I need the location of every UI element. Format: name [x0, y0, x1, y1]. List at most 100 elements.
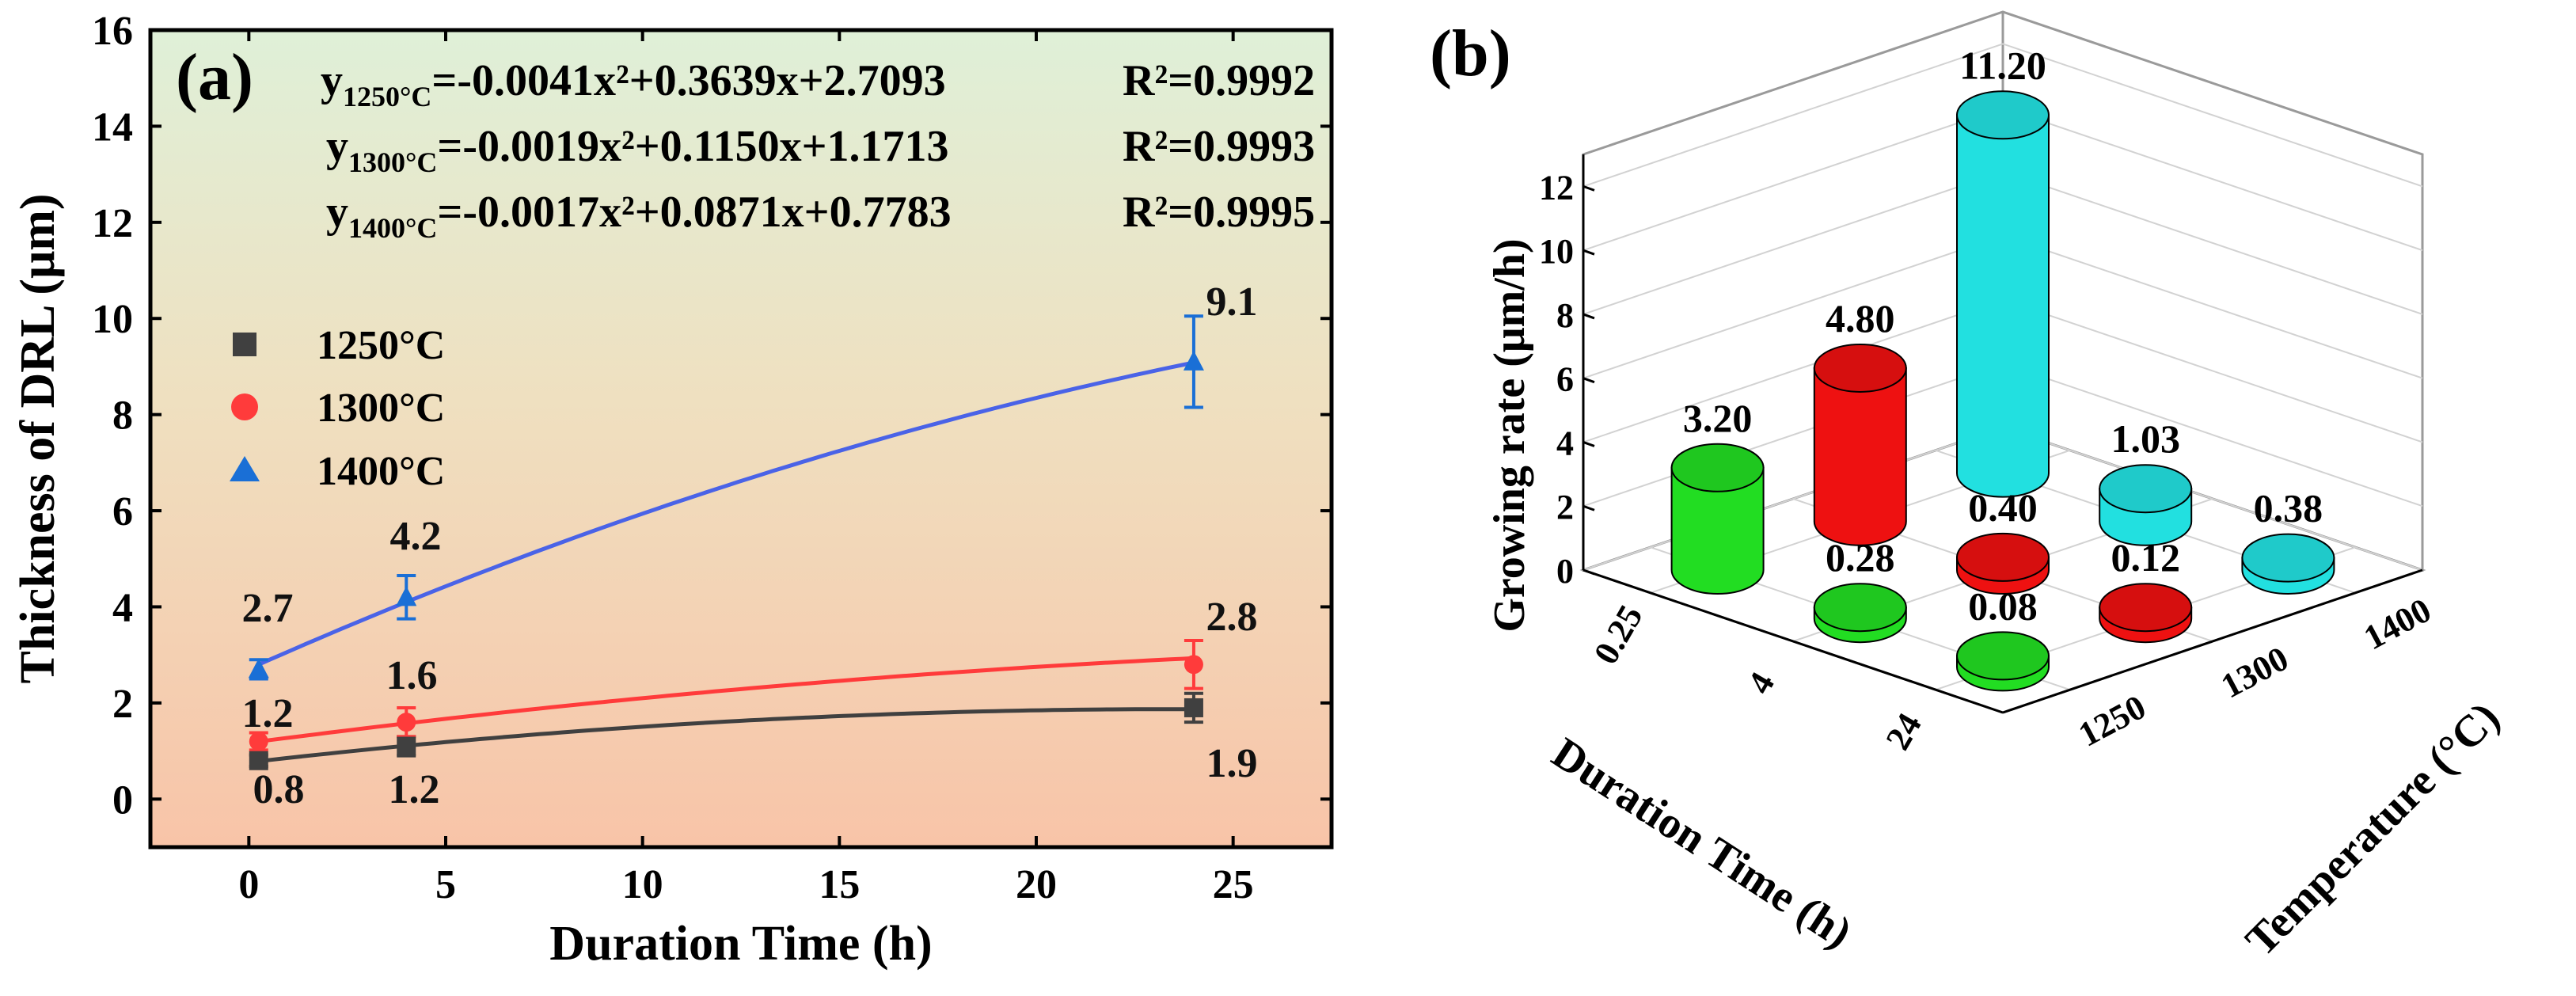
panel-b-duration-axis-line [1582, 568, 2004, 714]
panel-a-label: (a) [176, 40, 253, 114]
panel-b-z-tick-2 [1582, 504, 1595, 511]
data-point-1300°C-24 [1184, 655, 1203, 675]
panel-b-temperature-axis-title: Temperature (°C) [2236, 693, 2510, 966]
bar-label-4h-1250C: 0.28 [1826, 535, 1895, 580]
equation-1400-r2: R²=0.9995 [1123, 188, 1315, 237]
panel-b-z-tick-label-4: 4 [1556, 424, 1574, 462]
equation-1250-r2: R²=0.9992 [1123, 56, 1315, 105]
legend-label-1300: 1300°C [317, 386, 445, 431]
panel-b-z-tick-4 [1582, 441, 1595, 447]
panel-a-x-tick-label-10: 10 [622, 862, 663, 907]
data-label-1300-4: 1.6 [386, 653, 438, 698]
bar-label-0.25h-1300C: 4.80 [1826, 296, 1895, 340]
data-label-1400-0.25: 2.7 [242, 586, 294, 631]
legend-marker-1300 [231, 393, 258, 420]
panel-a-line-chart: 0 5 10 15 20 25 0 2 4 6 8 10 12 14 16 (a) y1250°C=-0.0… [11, 9, 1334, 971]
cylinder-0.25h-1250C [1670, 443, 1765, 595]
equation-1400-subscript: 1400°C [348, 212, 437, 244]
legend-marker-1250 [233, 333, 256, 356]
legend-marker-1400 [230, 456, 260, 481]
fit-curve-1400°C [257, 360, 1195, 667]
panel-a-y-tick-label-0: 0 [112, 777, 133, 823]
equation-1300-subscript: 1300°C [348, 146, 437, 178]
panel-b-temperature-tick-1300: 1300 [2215, 639, 2295, 706]
equation-1250-subscript: 1250°C [343, 81, 431, 112]
cylinder-4h-1300C [1956, 532, 2050, 595]
equation-1250-body: =-0.0041x²+0.3639x+2.7093 [431, 56, 945, 105]
cylinder-4h-1400C [2099, 464, 2193, 546]
data-point-1250°C-0.25 [249, 751, 268, 770]
equation-1300-body: =-0.0019x²+0.1150x+1.1713 [437, 122, 948, 171]
panel-b-gridline-12 [1582, 43, 2423, 188]
panel-b-label: (b) [1430, 17, 1511, 90]
bar-label-0.25h-1250C: 3.20 [1683, 396, 1753, 440]
equation-1250: y1250°C=-0.0041x²+0.3639x+2.7093 [321, 56, 946, 112]
cylinder-0.25h-1300C [1813, 343, 1907, 546]
panel-b-z-tick-12 [1582, 184, 1595, 192]
panel-b-z-tick-10 [1582, 249, 1595, 256]
data-point-1400°C-24 [1183, 350, 1204, 371]
panel-b-temperature-tick-1400: 1400 [2358, 591, 2437, 658]
panel-a-y-tick-label-4: 4 [112, 585, 133, 630]
bar-label-24h-1300C: 0.12 [2111, 535, 2180, 580]
panel-a-y-tick-label-2: 2 [112, 682, 133, 727]
panel-b-duration-tick-0.25: 0.25 [1586, 599, 1651, 671]
data-label-1250-0.25: 0.8 [253, 767, 305, 812]
bar-label-4h-1300C: 0.40 [1968, 485, 2038, 530]
bar-label-0.25h-1400C: 11.20 [1959, 43, 2046, 87]
panel-a-y-tick-label-14: 14 [92, 105, 133, 150]
panel-a-x-tick-label-20: 20 [1016, 862, 1057, 907]
panel-b-duration-tick-24: 24 [1878, 707, 1928, 757]
panel-b-temperature-tick-1250: 1250 [2073, 687, 2152, 755]
data-label-1300-0.25: 1.2 [242, 691, 294, 736]
bar-label-24h-1400C: 0.38 [2254, 486, 2323, 530]
legend-label-1400: 1400°C [317, 449, 445, 494]
panel-b-z-tick-label-0: 0 [1556, 552, 1574, 591]
panel-a-legend: 1250°C 1300°C 1400°C [230, 323, 445, 494]
data-point-1300°C-0.25 [249, 732, 268, 751]
panel-b-z-axis-title: Growing rate (μm/h) [1485, 238, 1534, 632]
panel-a-x-tick-label-25: 25 [1213, 862, 1254, 907]
equation-1300-r2: R²=0.9993 [1123, 122, 1315, 171]
panel-b-z-tick-label-2: 2 [1556, 488, 1574, 527]
data-point-1400°C-4 [396, 586, 417, 606]
panel-b-z-tick-6 [1582, 377, 1595, 384]
cylinder-4h-1250C [1813, 583, 1907, 644]
panel-a-y-tick-label-16: 16 [92, 9, 133, 54]
panel-a-y-axis-title: Thickness of DRL (μm) [11, 193, 65, 683]
legend-label-1250: 1250°C [317, 323, 445, 368]
data-point-1250°C-4 [397, 736, 416, 756]
panel-b-z-tick-label-6: 6 [1556, 360, 1574, 399]
panel-b-z-tick-0 [1582, 568, 1595, 576]
data-point-1300°C-4 [397, 713, 416, 732]
panel-a-y-tick-label-6: 6 [112, 489, 133, 534]
bar-label-24h-1250C: 0.08 [1968, 584, 2038, 628]
panel-b-duration-axis-title: Duration Time (h) [1544, 728, 1860, 958]
data-label-1300-24: 2.8 [1206, 595, 1258, 640]
panel-b-duration-tick-4: 4 [1740, 666, 1782, 701]
equation-1300: y1300°C=-0.0019x²+0.1150x+1.1713 [326, 122, 948, 178]
panel-b-z-tick-label-8: 8 [1556, 296, 1574, 335]
panel-b-z-tick-8 [1582, 313, 1595, 320]
data-point-1250°C-24 [1184, 698, 1203, 717]
cylinder-0.25h-1400C [1956, 90, 2050, 498]
panel-b-z-tick-label-12: 12 [1539, 168, 1574, 207]
panel-a-x-axis-title: Duration Time (h) [549, 917, 932, 971]
equation-1400: y1400°C=-0.0017x²+0.0871x+0.7783 [326, 188, 952, 244]
bar-label-4h-1400C: 1.03 [2111, 416, 2180, 461]
panel-a-x-tick-label-5: 5 [435, 862, 456, 907]
panel-a-x-tick-label-0: 0 [238, 862, 259, 907]
equation-1400-body: =-0.0017x²+0.0871x+0.7783 [437, 188, 951, 237]
data-label-1250-4: 1.2 [389, 767, 440, 812]
panel-a-y-tick-label-10: 10 [92, 297, 133, 342]
panel-a-x-tick-label-15: 15 [819, 862, 860, 907]
data-label-1400-24: 9.1 [1206, 279, 1258, 325]
panel-b-temperature-axis-line [2002, 568, 2423, 714]
data-label-1400-4: 4.2 [390, 514, 442, 559]
cylinder-24h-1250C [1956, 631, 2050, 692]
panel-b-z-tick-label-10: 10 [1539, 232, 1574, 271]
cylinder-24h-1300C [2099, 583, 2193, 644]
panel-a-y-tick-label-8: 8 [112, 393, 133, 439]
